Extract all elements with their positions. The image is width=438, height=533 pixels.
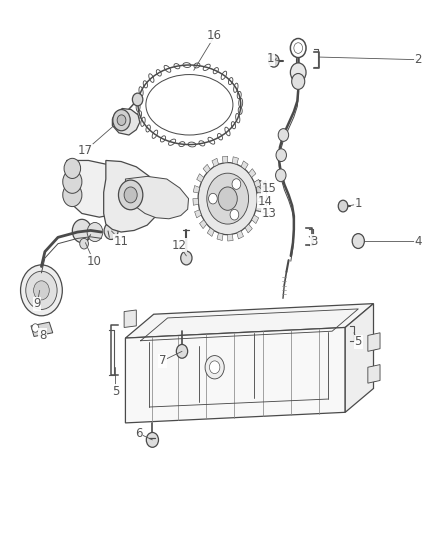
Text: 8: 8 (39, 329, 46, 342)
Polygon shape (217, 233, 223, 240)
Polygon shape (207, 228, 214, 237)
Circle shape (104, 222, 118, 239)
Circle shape (117, 115, 126, 125)
Text: 3: 3 (310, 235, 318, 248)
Circle shape (232, 179, 241, 189)
Text: 1: 1 (354, 197, 362, 211)
Circle shape (218, 187, 237, 211)
Text: 9: 9 (33, 297, 41, 310)
Polygon shape (212, 158, 219, 166)
Circle shape (292, 74, 305, 90)
Polygon shape (194, 210, 201, 218)
Polygon shape (254, 180, 261, 188)
Polygon shape (345, 304, 374, 413)
Circle shape (254, 181, 264, 193)
Text: 6: 6 (135, 427, 143, 440)
Polygon shape (249, 168, 256, 177)
Polygon shape (31, 322, 53, 336)
Polygon shape (257, 192, 262, 199)
Text: 5: 5 (355, 335, 362, 348)
Circle shape (207, 173, 249, 224)
Polygon shape (197, 174, 204, 182)
Circle shape (369, 369, 379, 382)
Circle shape (352, 233, 364, 248)
Polygon shape (200, 220, 207, 229)
Circle shape (132, 93, 143, 106)
Polygon shape (125, 327, 345, 423)
Circle shape (21, 265, 62, 316)
Text: 16: 16 (207, 29, 222, 42)
Circle shape (63, 170, 82, 193)
Polygon shape (113, 109, 140, 135)
Circle shape (124, 187, 137, 203)
Polygon shape (237, 231, 244, 239)
Circle shape (278, 128, 289, 141)
Circle shape (230, 209, 239, 220)
Text: 11: 11 (113, 235, 129, 247)
Circle shape (268, 54, 279, 67)
Circle shape (276, 149, 286, 161)
Text: 17: 17 (78, 144, 92, 157)
Polygon shape (245, 224, 252, 233)
Text: 2: 2 (415, 53, 422, 66)
Circle shape (177, 344, 187, 358)
Polygon shape (222, 156, 228, 163)
Circle shape (294, 43, 303, 53)
Circle shape (72, 219, 92, 243)
Circle shape (64, 158, 81, 179)
Circle shape (205, 356, 224, 379)
Text: 10: 10 (86, 255, 101, 268)
Circle shape (146, 432, 159, 447)
Polygon shape (256, 204, 262, 212)
Polygon shape (193, 185, 200, 193)
Text: 14: 14 (257, 195, 272, 208)
Polygon shape (252, 215, 259, 223)
Circle shape (208, 193, 217, 204)
Polygon shape (228, 234, 233, 241)
Circle shape (198, 163, 257, 235)
Polygon shape (124, 310, 136, 327)
Circle shape (276, 169, 286, 182)
Polygon shape (125, 176, 188, 219)
Circle shape (26, 271, 57, 310)
Polygon shape (125, 304, 374, 338)
Circle shape (369, 337, 379, 350)
Circle shape (87, 222, 103, 241)
Text: 1: 1 (267, 52, 274, 65)
Circle shape (80, 238, 88, 249)
Circle shape (338, 200, 348, 212)
Text: 13: 13 (261, 207, 276, 220)
Polygon shape (67, 160, 125, 217)
Text: 4: 4 (415, 235, 422, 247)
Text: 15: 15 (261, 182, 276, 195)
Text: 12: 12 (171, 239, 187, 252)
Polygon shape (368, 333, 380, 351)
Polygon shape (232, 157, 238, 164)
Circle shape (181, 251, 192, 265)
Polygon shape (368, 365, 380, 383)
Text: 5: 5 (112, 385, 119, 398)
Text: 7: 7 (159, 354, 166, 367)
Circle shape (290, 63, 306, 82)
Circle shape (113, 110, 130, 131)
Circle shape (63, 183, 82, 207)
Polygon shape (193, 199, 198, 205)
Polygon shape (104, 160, 160, 232)
Circle shape (209, 361, 220, 374)
Polygon shape (241, 161, 248, 169)
Circle shape (32, 324, 39, 332)
Circle shape (118, 180, 143, 210)
Circle shape (290, 38, 306, 58)
Polygon shape (203, 164, 210, 173)
Circle shape (34, 281, 49, 300)
